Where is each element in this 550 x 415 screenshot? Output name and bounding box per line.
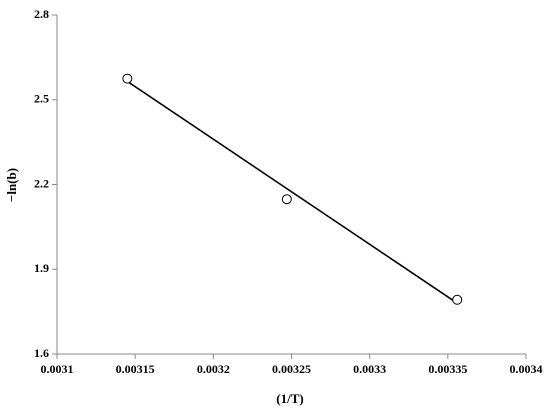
marker [452,294,463,305]
x-tick-label: 0.0031 [41,362,74,376]
y-tick-label: 2.5 [34,92,49,106]
y-axis-label: −ln(b) [4,168,19,202]
marker [122,73,133,84]
y-tick-label: 1.6 [34,346,49,360]
x-tick-label: 0.00325 [272,362,311,376]
y-tick-label: 2.8 [34,7,49,21]
x-tick-label: 0.00315 [116,362,155,376]
x-tick-label: 0.0033 [353,362,386,376]
trend-line [126,80,458,304]
x-tick-label: 0.0034 [510,362,543,376]
marker [281,194,292,205]
y-tick-label: 2.2 [34,176,49,190]
x-tick-label: 0.0032 [197,362,230,376]
y-tick-label: 1.9 [34,261,49,275]
x-tick-label: 0.00335 [428,362,467,376]
x-axis-label: (1/T) [276,391,303,406]
